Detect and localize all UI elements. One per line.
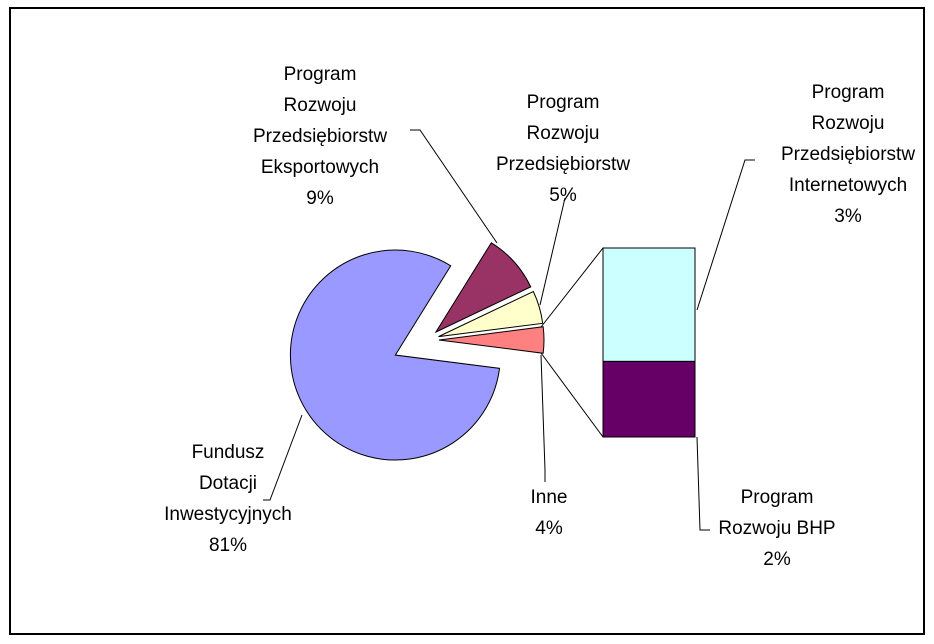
label-text: Program Rozwoju Przedsiębiorstw xyxy=(495,92,631,175)
connector-line xyxy=(540,247,604,328)
chart-border xyxy=(9,7,925,635)
label-text: 9% xyxy=(306,188,334,209)
label-text: 3% xyxy=(834,206,862,227)
leader-line xyxy=(540,354,546,482)
bar-segment xyxy=(602,247,696,362)
leader-line xyxy=(696,159,755,311)
label-text: Program Rozwoju Przedsiębiorstw Eksporto… xyxy=(252,64,388,178)
data-label: Program Rozwoju Przedsiębiorstw Eksporto… xyxy=(253,59,387,214)
leader-line xyxy=(696,436,710,531)
label-text: Program Rozwoju Przedsiębiorstw Internet… xyxy=(780,82,916,196)
leader-line xyxy=(263,414,303,501)
data-label: Fundusz Dotacji Inwestycyjnych 81% xyxy=(164,437,292,561)
data-label: Program Rozwoju BHP 2% xyxy=(718,482,835,575)
bar-segment xyxy=(602,360,696,438)
data-label: Program Rozwoju Przedsiębiorstw Internet… xyxy=(781,77,915,232)
leader-line xyxy=(410,129,498,244)
pie-slice xyxy=(438,290,544,338)
data-label: Program Rozwoju Przedsiębiorstw 5% xyxy=(496,87,630,211)
pie-slice xyxy=(438,326,545,354)
pie-slice xyxy=(434,242,532,334)
label-text: 2% xyxy=(763,549,791,570)
label-text: Inne xyxy=(530,487,568,508)
data-label: Inne 4% xyxy=(531,482,568,544)
label-text: Program Rozwoju BHP xyxy=(718,487,836,539)
label-text: 5% xyxy=(549,185,577,206)
label-text: Fundusz Dotacji Inwestycyjnych xyxy=(164,442,292,525)
connector-line xyxy=(540,352,604,438)
label-text: 81% xyxy=(208,535,248,556)
leader-line xyxy=(539,197,566,306)
label-text: 4% xyxy=(535,518,563,539)
pie-slice xyxy=(289,249,501,461)
